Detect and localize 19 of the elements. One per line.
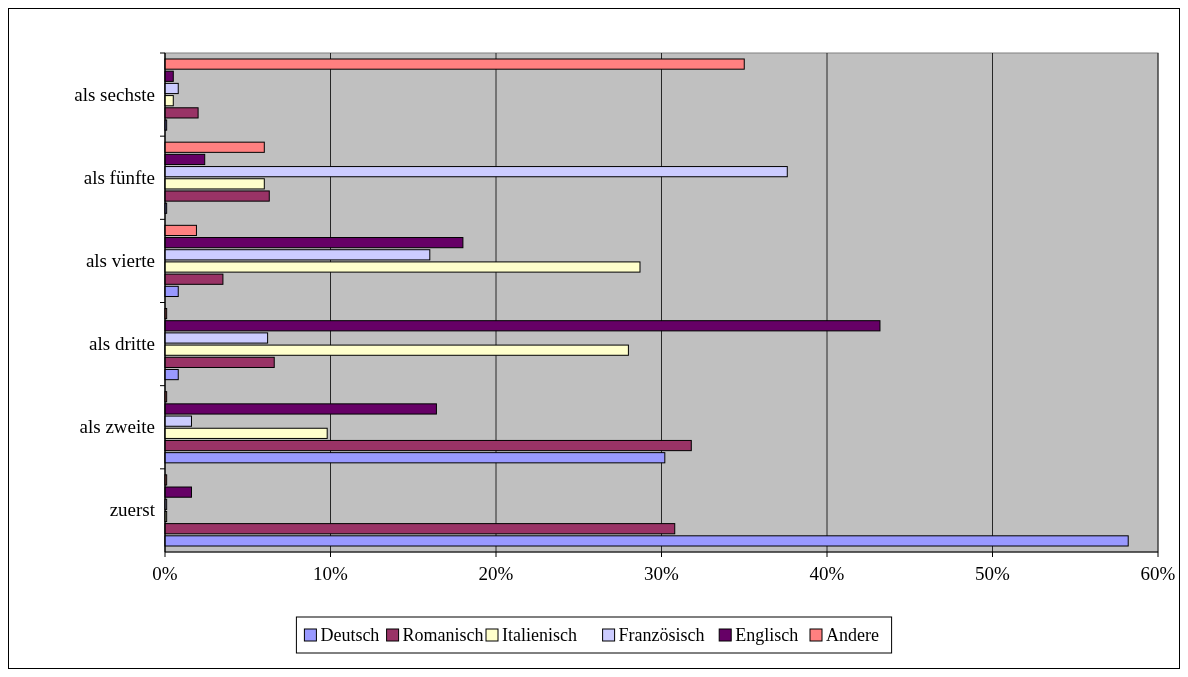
x-tick-label: 30%	[644, 563, 680, 584]
x-tick-label: 10%	[313, 563, 349, 584]
legend-label: Romanisch	[402, 625, 484, 645]
y-tick-label: als fünfte	[83, 166, 155, 188]
legend-label: Französisch	[618, 625, 705, 645]
y-tick-label: als sechste	[74, 83, 155, 105]
x-tick-label: 60%	[1140, 563, 1176, 584]
x-tick-label: 20%	[478, 563, 514, 584]
y-tick-label: zuerst	[109, 499, 156, 521]
x-tick-label: 40%	[809, 563, 845, 584]
x-tick-label: 50%	[975, 563, 1011, 584]
y-tick-label: als dritte	[89, 333, 155, 355]
legend-label: Deutsch	[320, 625, 380, 645]
x-tick-label: 0%	[152, 563, 178, 584]
y-tick-label: als vierte	[85, 249, 155, 271]
legend-label: Andere	[826, 625, 879, 645]
legend-label: Englisch	[735, 625, 799, 645]
legend-label: Italienisch	[502, 625, 577, 645]
y-tick-label: als zweite	[79, 416, 155, 438]
